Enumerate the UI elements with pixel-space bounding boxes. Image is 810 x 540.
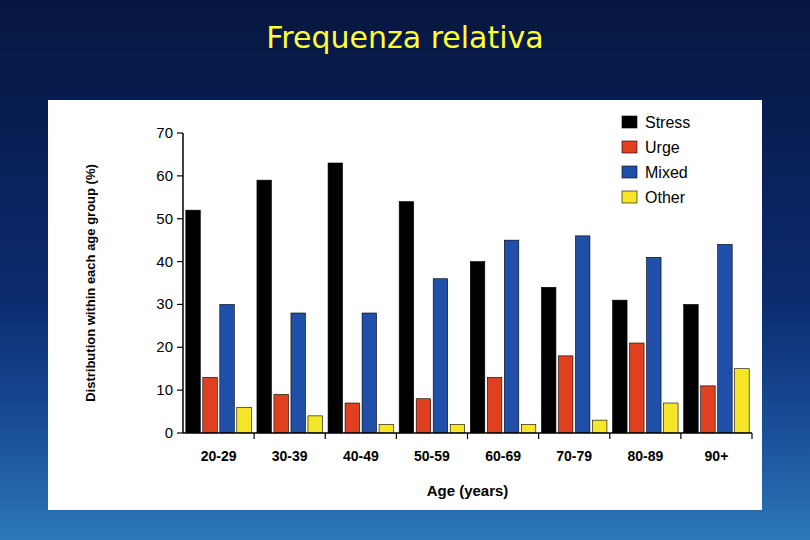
bar	[504, 240, 519, 433]
legend-swatch	[622, 166, 637, 178]
bar	[735, 369, 750, 433]
x-tick-label: 50-59	[414, 448, 450, 464]
legend-label: Other	[645, 189, 686, 206]
bar	[701, 386, 716, 433]
bar	[308, 416, 323, 433]
x-tick	[538, 433, 539, 439]
bar	[203, 377, 218, 433]
y-axis	[182, 133, 184, 433]
bar	[399, 202, 414, 433]
y-tick	[177, 261, 183, 262]
y-tick-label: 60	[156, 167, 173, 184]
y-tick	[177, 304, 183, 305]
bar	[362, 313, 377, 433]
x-tick	[680, 433, 681, 439]
bar	[328, 163, 343, 433]
y-tick	[177, 218, 183, 219]
bar	[470, 262, 485, 433]
y-tick	[177, 132, 183, 133]
legend-swatch	[622, 141, 637, 153]
bar	[575, 236, 590, 433]
bar	[220, 304, 235, 433]
y-tick	[177, 390, 183, 391]
x-tick	[751, 433, 752, 439]
bar	[664, 403, 679, 433]
bar	[237, 407, 252, 433]
x-tick	[396, 433, 397, 439]
x-tick	[609, 433, 610, 439]
bars	[186, 163, 749, 433]
bar	[647, 257, 662, 433]
legend-label: Stress	[645, 114, 690, 131]
x-axis-title: Age (years)	[427, 482, 509, 499]
y-tick-label: 70	[156, 124, 173, 141]
legend-label: Urge	[645, 139, 680, 156]
y-axis-title: Distribution within each age group (%)	[83, 164, 98, 402]
chart: Frequenza relativa 0 10 20 30 40 50 60 70 20-29 30…	[0, 0, 810, 540]
bar	[558, 356, 573, 433]
bar	[291, 313, 306, 433]
panel	[48, 100, 762, 510]
y-tick-label: 10	[156, 381, 173, 398]
y-tick	[177, 175, 183, 176]
x-tick	[467, 433, 468, 439]
bar	[487, 377, 502, 433]
y-tick-label: 20	[156, 338, 173, 355]
x-tick-label: 20-29	[201, 448, 237, 464]
x-tick-label: 80-89	[627, 448, 663, 464]
bar	[521, 424, 536, 433]
y-tick	[177, 347, 183, 348]
x-tick-label: 90+	[705, 448, 729, 464]
x-tick	[325, 433, 326, 439]
legend-label: Mixed	[645, 164, 688, 181]
y-tick-label: 30	[156, 295, 173, 312]
bar	[274, 394, 289, 433]
y-tick-label: 40	[156, 253, 173, 270]
bar	[613, 300, 628, 433]
legend: Stress Urge Mixed Other	[622, 114, 690, 206]
x-tick-label: 40-49	[343, 448, 379, 464]
y-tick-label: 50	[156, 210, 173, 227]
bar	[630, 343, 645, 433]
slide: Frequenza relativa 0 10 20 30 40 50 60 70 20-29 30…	[0, 0, 810, 540]
y-tick	[177, 432, 183, 433]
bar	[257, 180, 272, 433]
bar	[416, 399, 431, 433]
legend-swatch	[622, 191, 637, 203]
bar	[541, 287, 556, 433]
bar	[433, 279, 448, 433]
x-tick	[254, 433, 255, 439]
legend-swatch	[622, 116, 637, 128]
x-tick-label: 70-79	[556, 448, 592, 464]
y-tick-label: 0	[165, 424, 173, 441]
bar	[592, 420, 607, 433]
bar	[186, 210, 201, 433]
x-tick-label: 60-69	[485, 448, 521, 464]
bar	[450, 424, 465, 433]
bar	[345, 403, 360, 433]
title: Frequenza relativa	[266, 20, 544, 55]
bar	[379, 424, 394, 433]
bar	[684, 304, 699, 433]
x-tick-label: 30-39	[272, 448, 308, 464]
bar	[718, 244, 733, 433]
